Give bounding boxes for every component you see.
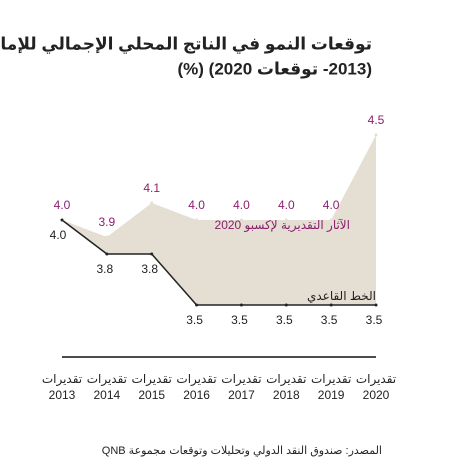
point <box>284 218 288 222</box>
value-label: 4.0 <box>278 198 295 212</box>
value-label: 3.8 <box>141 262 158 276</box>
x-tick-note: تقديرات <box>87 372 127 387</box>
legend-label: الآثار التقديرية لإكسبو 2020 <box>215 218 350 233</box>
x-tick-label: 2018 <box>273 388 300 402</box>
x-tick-note: تقديرات <box>266 372 306 387</box>
value-label: 4.0 <box>323 198 340 212</box>
x-tick-label: 2017 <box>228 388 255 402</box>
value-label: 4.0 <box>54 198 71 212</box>
x-tick-note: تقديرات <box>311 372 351 387</box>
x-tick-note: تقديرات <box>176 372 216 387</box>
x-tick-label: 2019 <box>318 388 345 402</box>
source: المصدر: صندوق النقد الدولي وتحليلات وتوق… <box>102 445 382 457</box>
point <box>284 303 288 307</box>
value-label: 3.9 <box>99 215 116 229</box>
value-label: 3.5 <box>366 313 383 327</box>
x-tick-note: تقديرات <box>356 372 396 387</box>
point <box>239 218 243 222</box>
x-tick-note: تقديرات <box>42 372 82 387</box>
legend-label: الخط القاعدي <box>307 289 376 303</box>
value-label: 4.5 <box>368 113 385 127</box>
point <box>374 303 378 307</box>
x-tick-note: تقديرات <box>132 372 172 387</box>
point <box>150 201 154 205</box>
x-tick-label: 2016 <box>183 388 210 402</box>
value-label: 4.0 <box>188 198 205 212</box>
value-label: 3.5 <box>231 313 248 327</box>
point <box>105 235 109 239</box>
point <box>195 218 199 222</box>
x-tick-label: 2013 <box>49 388 76 402</box>
value-label: 3.5 <box>276 313 293 327</box>
value-label: 4.0 <box>50 228 67 242</box>
chart-title: توقعات النمو في الناتج المحلي الإجمالي ل… <box>0 34 372 54</box>
x-tick-label: 2014 <box>94 388 121 402</box>
point <box>239 303 243 307</box>
x-tick-note: تقديرات <box>221 372 261 387</box>
point <box>105 252 109 256</box>
point <box>374 133 378 137</box>
point <box>150 252 154 256</box>
point <box>195 303 199 307</box>
x-tick-label: 2020 <box>363 388 390 402</box>
band-area <box>62 135 376 305</box>
x-tick-label: 2015 <box>138 388 165 402</box>
chart-title: (2013- توقعات 2020) (%) <box>178 59 373 79</box>
value-label: 3.5 <box>186 313 203 327</box>
value-label: 4.1 <box>143 181 160 195</box>
value-label: 3.8 <box>97 262 114 276</box>
value-label: 3.5 <box>321 313 338 327</box>
point <box>329 303 333 307</box>
value-label: 4.0 <box>233 198 250 212</box>
point <box>60 218 64 222</box>
point <box>329 218 333 222</box>
baseline-line <box>61 219 376 306</box>
